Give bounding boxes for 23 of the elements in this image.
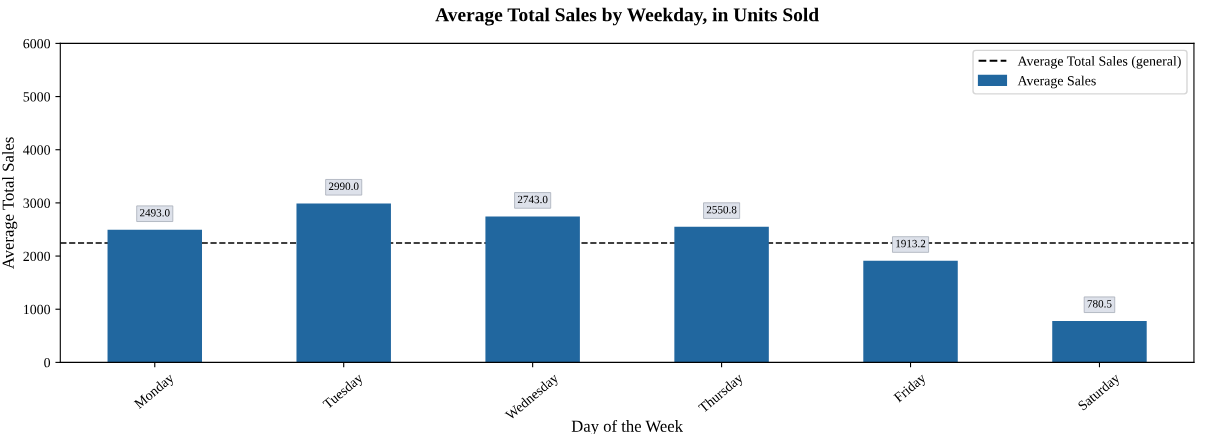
text: 2743.0 — [517, 195, 548, 204]
bar — [107, 229, 203, 363]
bar — [674, 226, 769, 363]
y-axis-title: Average Total Sales — [2, 137, 18, 269]
bar — [1052, 320, 1147, 363]
chart-title: Average Total Sales by Weekday, in Units Sold — [435, 7, 819, 26]
text: 2493.0 — [139, 208, 170, 217]
text: 2550.8 — [706, 205, 737, 214]
y-tick-label: 2000 — [23, 251, 51, 262]
bar — [863, 260, 958, 363]
text: 1913.2 — [896, 239, 926, 248]
y-tick-label: 3000 — [23, 198, 51, 208]
legend-label: Average Sales — [1017, 75, 1096, 89]
y-tick-label: 4000 — [23, 145, 51, 155]
y-tick-label: 0 — [44, 357, 51, 368]
bar — [296, 203, 391, 363]
y-tick-label: 5000 — [23, 92, 51, 102]
y-tick-label: 1000 — [24, 304, 51, 315]
y-tick-label: 6000 — [23, 38, 51, 49]
text: 780.5 — [1087, 300, 1112, 308]
bar — [485, 216, 580, 363]
legend-label: Average Total Sales (general) — [1017, 55, 1181, 69]
text: 2990.0 — [328, 182, 359, 191]
